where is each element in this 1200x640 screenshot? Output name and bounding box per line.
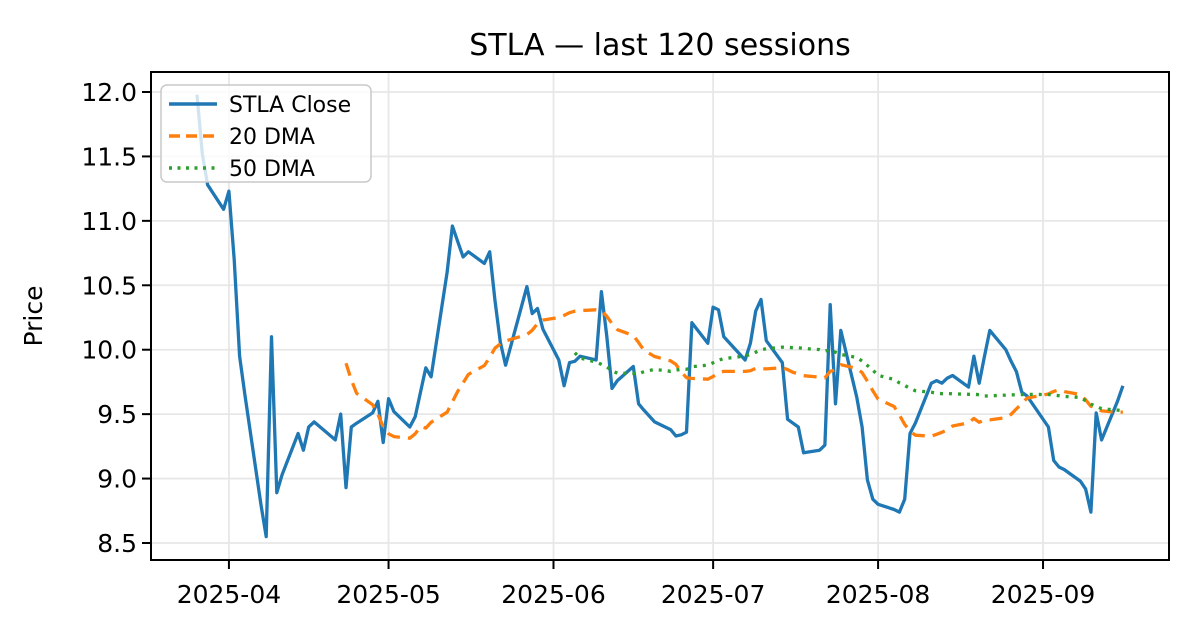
legend: STLA Close 20 DMA 50 DMA (160, 84, 372, 183)
x-tick-label: 2025-08 (826, 580, 930, 609)
legend-item-label: 20 DMA (229, 125, 315, 150)
x-tick-label: 2025-07 (661, 580, 765, 609)
x-tick-label: 2025-05 (336, 580, 440, 609)
legend-item-label: 50 DMA (229, 157, 315, 182)
chart-title: STLA — last 120 sessions (469, 28, 851, 63)
x-tick-label: 2025-06 (501, 580, 605, 609)
ma50-line (573, 345, 1124, 413)
axes-spine (150, 71, 1170, 561)
y-tick-label: 9.0 (97, 465, 137, 494)
y-tick-label: 11.5 (81, 142, 137, 171)
legend-item-label: STLA Close (229, 93, 351, 118)
y-axis-title: Price (19, 286, 48, 347)
y-tick-label: 9.5 (97, 400, 137, 429)
y-tick-label: 8.5 (97, 529, 137, 558)
y-tick-label: 10.0 (81, 336, 137, 365)
ma20-line (344, 308, 1123, 440)
legend-item-ma50: 50 DMA (169, 157, 315, 182)
legend-item-close: STLA Close (169, 93, 351, 118)
x-tick-label: 2025-04 (177, 580, 281, 609)
close-price-line (195, 94, 1125, 539)
y-tick-label: 11.0 (81, 207, 137, 236)
y-tick-label: 10.5 (81, 271, 137, 300)
legend-box (160, 84, 372, 183)
legend-item-ma20: 20 DMA (169, 125, 315, 150)
x-tick-label: 2025-09 (991, 580, 1095, 609)
y-tick-label: 12.0 (81, 78, 137, 107)
